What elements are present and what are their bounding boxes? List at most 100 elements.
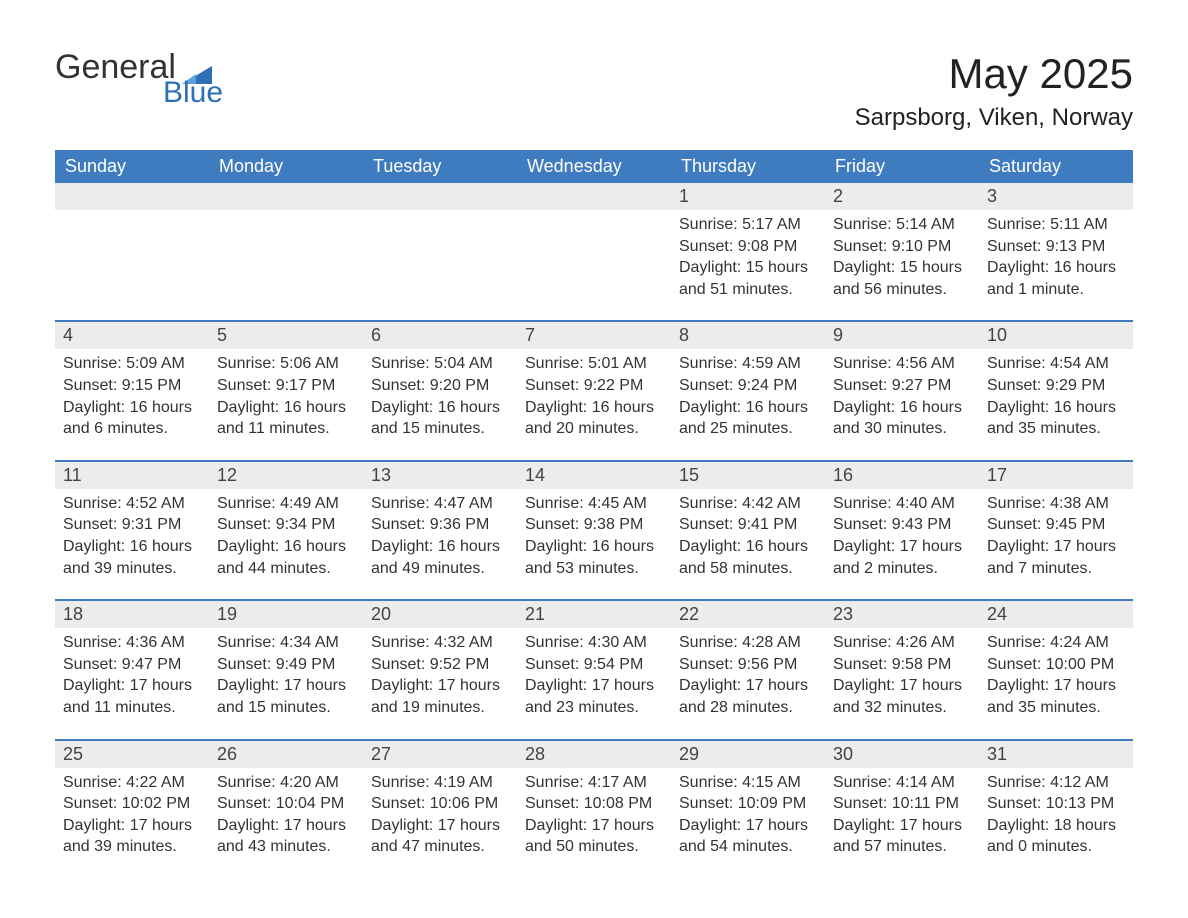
empty-day: .	[209, 183, 363, 210]
daylight-text: Daylight: 17 hours and 28 minutes.	[679, 675, 817, 718]
calendar-cell: 16Sunrise: 4:40 AMSunset: 9:43 PMDayligh…	[825, 461, 979, 600]
day-info: Sunrise: 4:56 AMSunset: 9:27 PMDaylight:…	[829, 353, 975, 439]
sunrise-text: Sunrise: 4:30 AM	[525, 632, 663, 654]
sunrise-text: Sunrise: 4:40 AM	[833, 493, 971, 515]
day-info: Sunrise: 4:30 AMSunset: 9:54 PMDaylight:…	[521, 632, 667, 718]
day-info: Sunrise: 4:26 AMSunset: 9:58 PMDaylight:…	[829, 632, 975, 718]
day-number: 28	[517, 741, 671, 768]
day-info: Sunrise: 4:12 AMSunset: 10:13 PMDaylight…	[983, 772, 1129, 858]
day-number: 18	[55, 601, 209, 628]
sunrise-text: Sunrise: 5:01 AM	[525, 353, 663, 375]
day-info: Sunrise: 5:17 AMSunset: 9:08 PMDaylight:…	[675, 214, 821, 300]
calendar-cell: 13 Sunrise: 4:47 AMSunset: 9:36 PMDayligh…	[363, 461, 517, 600]
day-info: Sunrise: 4:19 AMSunset: 10:06 PMDaylight…	[367, 772, 513, 858]
calendar-cell: 11 Sunrise: 4:52 AMSunset: 9:31 PMDayligh…	[55, 461, 209, 600]
day-number: 27	[363, 741, 517, 768]
calendar-cell: 29 Sunrise: 4:15 AMSunset: 10:09 PMDaylig…	[671, 740, 825, 878]
sunset-text: Sunset: 9:08 PM	[679, 236, 817, 258]
calendar-cell: 14Sunrise: 4:45 AMSunset: 9:38 PMDayligh…	[517, 461, 671, 600]
day-number: 9	[825, 322, 979, 349]
daylight-text: Daylight: 17 hours and 15 minutes.	[217, 675, 355, 718]
sunset-text: Sunset: 9:41 PM	[679, 514, 817, 536]
day-number: 15	[671, 462, 825, 489]
sunset-text: Sunset: 9:20 PM	[371, 375, 509, 397]
sunrise-text: Sunrise: 4:36 AM	[63, 632, 201, 654]
day-number: 29	[671, 741, 825, 768]
day-number: 10	[979, 322, 1133, 349]
daylight-text: Daylight: 17 hours and 57 minutes.	[833, 815, 971, 858]
calendar-cell: 24Sunrise: 4:24 AMSunset: 10:00 PMDaylig…	[979, 600, 1133, 739]
calendar-cell: 30Sunrise: 4:14 AMSunset: 10:11 PMDaylig…	[825, 740, 979, 878]
sunrise-text: Sunrise: 4:24 AM	[987, 632, 1125, 654]
daylight-text: Daylight: 16 hours and 20 minutes.	[525, 397, 663, 440]
day-info: Sunrise: 4:52 AMSunset: 9:31 PMDaylight:…	[59, 493, 205, 579]
daylight-text: Daylight: 16 hours and 11 minutes.	[217, 397, 355, 440]
daylight-text: Daylight: 17 hours and 47 minutes.	[371, 815, 509, 858]
sunrise-text: Sunrise: 4:54 AM	[987, 353, 1125, 375]
calendar-cell: 3Sunrise: 5:11 AMSunset: 9:13 PMDaylight…	[979, 183, 1133, 321]
sunset-text: Sunset: 9:15 PM	[63, 375, 201, 397]
sunset-text: Sunset: 9:54 PM	[525, 654, 663, 676]
day-number: 14	[517, 462, 671, 489]
empty-day: .	[55, 183, 209, 210]
day-number: 7	[517, 322, 671, 349]
sunset-text: Sunset: 9:29 PM	[987, 375, 1125, 397]
daylight-text: Daylight: 18 hours and 0 minutes.	[987, 815, 1125, 858]
sunrise-text: Sunrise: 4:45 AM	[525, 493, 663, 515]
day-number: 1	[671, 183, 825, 210]
calendar-cell: 19Sunrise: 4:34 AMSunset: 9:49 PMDayligh…	[209, 600, 363, 739]
daylight-text: Daylight: 16 hours and 39 minutes.	[63, 536, 201, 579]
sunset-text: Sunset: 9:52 PM	[371, 654, 509, 676]
day-number: 13	[363, 462, 517, 489]
calendar-cell: 23 Sunrise: 4:26 AMSunset: 9:58 PMDayligh…	[825, 600, 979, 739]
calendar-cell: 1 Sunrise: 5:17 AMSunset: 9:08 PMDaylight…	[671, 183, 825, 321]
sunset-text: Sunset: 10:00 PM	[987, 654, 1125, 676]
calendar-cell: 18Sunrise: 4:36 AMSunset: 9:47 PMDayligh…	[55, 600, 209, 739]
sunrise-text: Sunrise: 5:11 AM	[987, 214, 1125, 236]
calendar-cell: .	[209, 183, 363, 321]
weekday-header: Sunday	[55, 150, 209, 183]
daylight-text: Daylight: 17 hours and 23 minutes.	[525, 675, 663, 718]
day-number: 23	[825, 601, 979, 628]
calendar-cell: 12Sunrise: 4:49 AMSunset: 9:34 PMDayligh…	[209, 461, 363, 600]
sunset-text: Sunset: 9:17 PM	[217, 375, 355, 397]
calendar-table: SundayMondayTuesdayWednesdayThursdayFrid…	[55, 150, 1133, 878]
sunset-text: Sunset: 9:36 PM	[371, 514, 509, 536]
day-number: 31	[979, 741, 1133, 768]
sunset-text: Sunset: 10:08 PM	[525, 793, 663, 815]
calendar-cell: .	[517, 183, 671, 321]
day-info: Sunrise: 4:59 AMSunset: 9:24 PMDaylight:…	[675, 353, 821, 439]
day-info: Sunrise: 5:11 AMSunset: 9:13 PMDaylight:…	[983, 214, 1129, 300]
sunrise-text: Sunrise: 4:49 AM	[217, 493, 355, 515]
day-number: 30	[825, 741, 979, 768]
day-info: Sunrise: 5:14 AMSunset: 9:10 PMDaylight:…	[829, 214, 975, 300]
weekday-header: Wednesday	[517, 150, 671, 183]
sunset-text: Sunset: 9:47 PM	[63, 654, 201, 676]
daylight-text: Daylight: 15 hours and 56 minutes.	[833, 257, 971, 300]
weekday-header: Monday	[209, 150, 363, 183]
daylight-text: Daylight: 17 hours and 43 minutes.	[217, 815, 355, 858]
day-info: Sunrise: 4:38 AMSunset: 9:45 PMDaylight:…	[983, 493, 1129, 579]
day-number: 11	[55, 462, 209, 489]
calendar-week-row: 4Sunrise: 5:09 AMSunset: 9:15 PMDaylight…	[55, 321, 1133, 460]
weekday-header: Tuesday	[363, 150, 517, 183]
daylight-text: Daylight: 16 hours and 49 minutes.	[371, 536, 509, 579]
sunrise-text: Sunrise: 4:56 AM	[833, 353, 971, 375]
weekday-header: Saturday	[979, 150, 1133, 183]
day-info: Sunrise: 4:47 AMSunset: 9:36 PMDaylight:…	[367, 493, 513, 579]
day-number: 21	[517, 601, 671, 628]
sunrise-text: Sunrise: 4:47 AM	[371, 493, 509, 515]
daylight-text: Daylight: 15 hours and 51 minutes.	[679, 257, 817, 300]
daylight-text: Daylight: 16 hours and 25 minutes.	[679, 397, 817, 440]
daylight-text: Daylight: 16 hours and 58 minutes.	[679, 536, 817, 579]
day-info: Sunrise: 4:15 AMSunset: 10:09 PMDaylight…	[675, 772, 821, 858]
sunset-text: Sunset: 9:31 PM	[63, 514, 201, 536]
day-number: 24	[979, 601, 1133, 628]
day-info: Sunrise: 5:06 AMSunset: 9:17 PMDaylight:…	[213, 353, 359, 439]
sunset-text: Sunset: 9:27 PM	[833, 375, 971, 397]
day-info: Sunrise: 4:22 AMSunset: 10:02 PMDaylight…	[59, 772, 205, 858]
sunrise-text: Sunrise: 4:34 AM	[217, 632, 355, 654]
calendar-cell: 15Sunrise: 4:42 AMSunset: 9:41 PMDayligh…	[671, 461, 825, 600]
day-info: Sunrise: 4:32 AMSunset: 9:52 PMDaylight:…	[367, 632, 513, 718]
calendar-cell: 21 Sunrise: 4:30 AMSunset: 9:54 PMDayligh…	[517, 600, 671, 739]
